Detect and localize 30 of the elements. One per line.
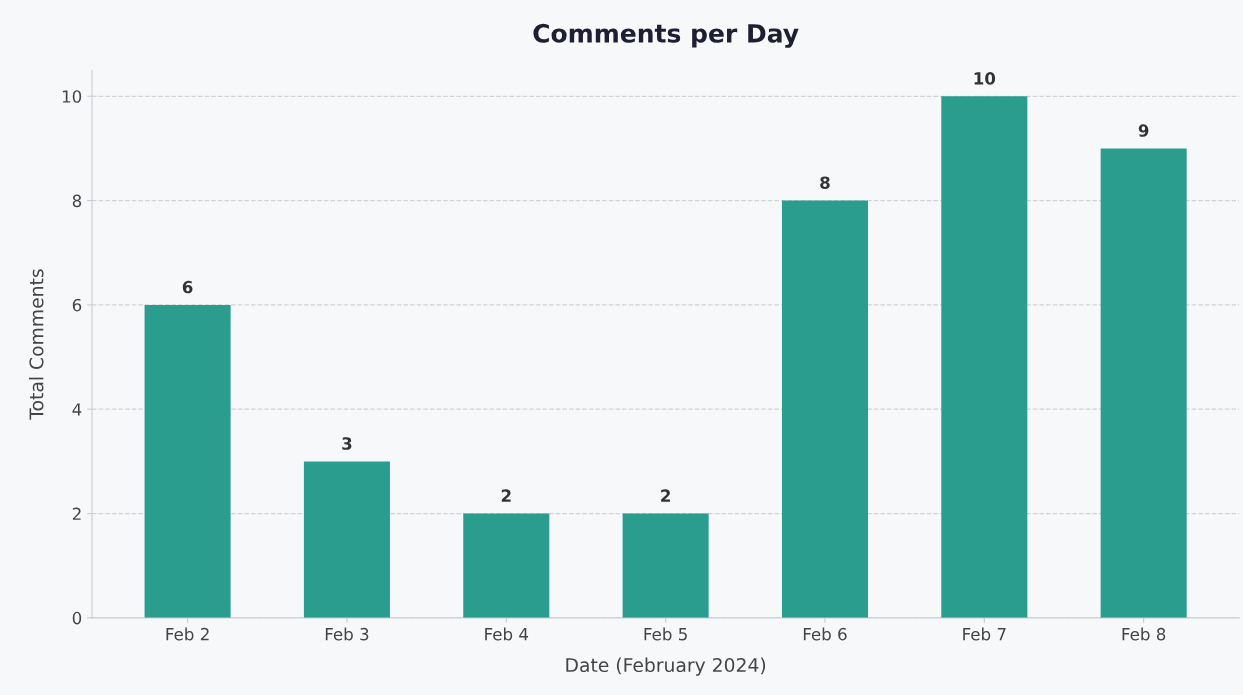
y-tick-label: 10: [62, 90, 82, 103]
x-tick-label: Feb 3: [325, 627, 369, 641]
x-tick-label: Feb 2: [166, 627, 209, 641]
data-label: 2: [661, 489, 670, 502]
bar: [1100, 148, 1187, 618]
bar: [303, 461, 390, 618]
y-tick-label: 8: [72, 194, 82, 208]
data-label: 3: [342, 437, 352, 450]
y-axis-title: Total Comments: [29, 269, 44, 420]
data-label: 6: [182, 280, 193, 294]
bar: [941, 96, 1028, 618]
y-tick-label: 4: [72, 403, 82, 416]
x-tick-label: Feb 7: [963, 627, 1006, 641]
y-tick-label: 6: [72, 298, 82, 312]
bar: [781, 200, 868, 618]
x-tick-label: Feb 4: [485, 627, 529, 641]
x-tick-label: Feb 8: [1122, 627, 1166, 641]
x-axis-title: Date (February 2024): [566, 657, 766, 676]
bar: [144, 304, 231, 618]
bar: [463, 513, 550, 618]
data-label: 8: [820, 176, 830, 190]
bar: [622, 513, 709, 618]
x-tick-label: Feb 5: [644, 627, 687, 641]
y-tick-label: 2: [72, 507, 81, 520]
data-label: 2: [501, 489, 511, 502]
data-label: 10: [974, 72, 996, 85]
x-tick-label: Feb 6: [803, 627, 847, 641]
chart-title: Comments per Day: [533, 23, 799, 48]
data-label: 9: [1138, 124, 1149, 137]
y-tick-label: 0: [72, 611, 82, 625]
